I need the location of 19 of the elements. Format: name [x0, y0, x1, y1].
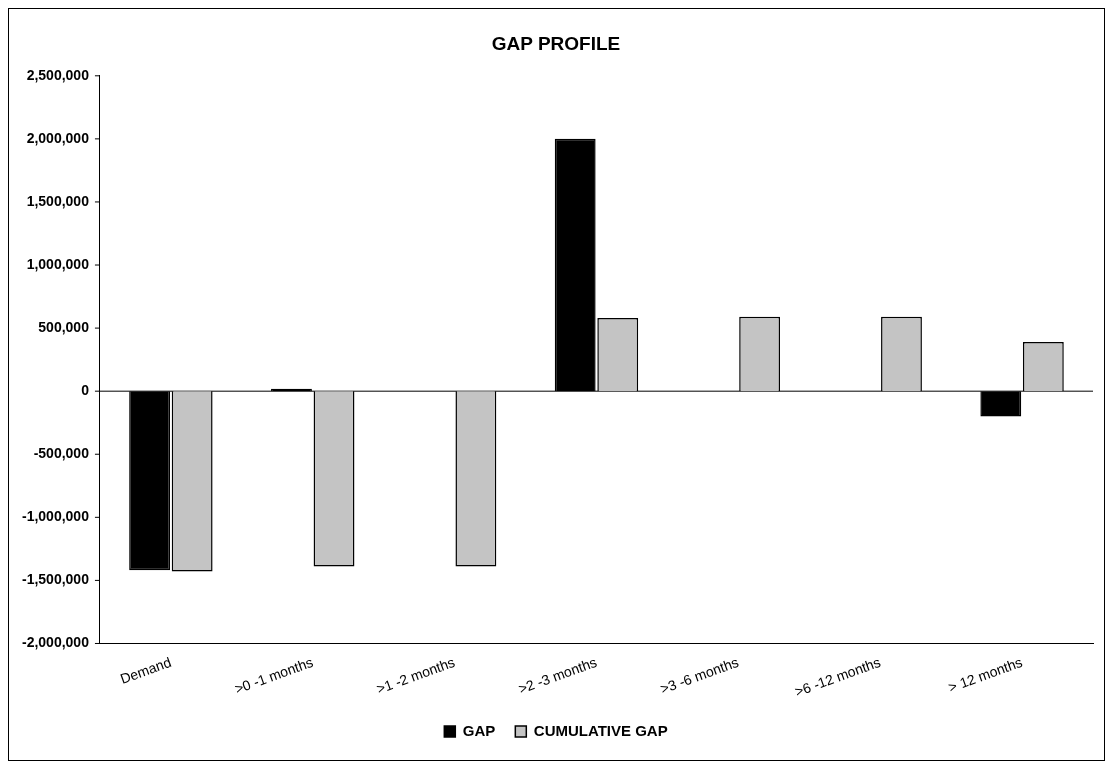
y-tick-label: 0 — [81, 382, 90, 399]
x-tick-label: >2 -3 months — [516, 653, 599, 697]
x-tick-label: >3 -6 months — [658, 653, 741, 697]
y-tick-label: -2,000,000 — [21, 634, 90, 651]
y-tick-label: 500,000 — [38, 318, 90, 335]
x-tick-label: >0 -1 months — [232, 653, 316, 697]
x-tick-label: > 12 months — [946, 653, 1025, 696]
y-tick-label: -1,500,000 — [21, 571, 90, 588]
y-tick-label: 2,000,000 — [26, 129, 90, 146]
legend-label: CUMULATIVE GAP — [533, 721, 668, 739]
y-tick-label: 2,500,000 — [26, 66, 90, 83]
y-tick-label: -1,000,000 — [21, 508, 90, 525]
chart-title: GAP PROFILE — [491, 32, 621, 54]
y-tick-label: 1,000,000 — [26, 255, 90, 272]
legend-label: GAP — [462, 721, 496, 739]
y-tick-label: -500,000 — [33, 445, 90, 462]
x-tick-label: >1 -2 months — [374, 653, 457, 697]
y-tick-label: 1,500,000 — [26, 192, 90, 209]
x-tick-label: >6 -12 months — [792, 653, 883, 700]
